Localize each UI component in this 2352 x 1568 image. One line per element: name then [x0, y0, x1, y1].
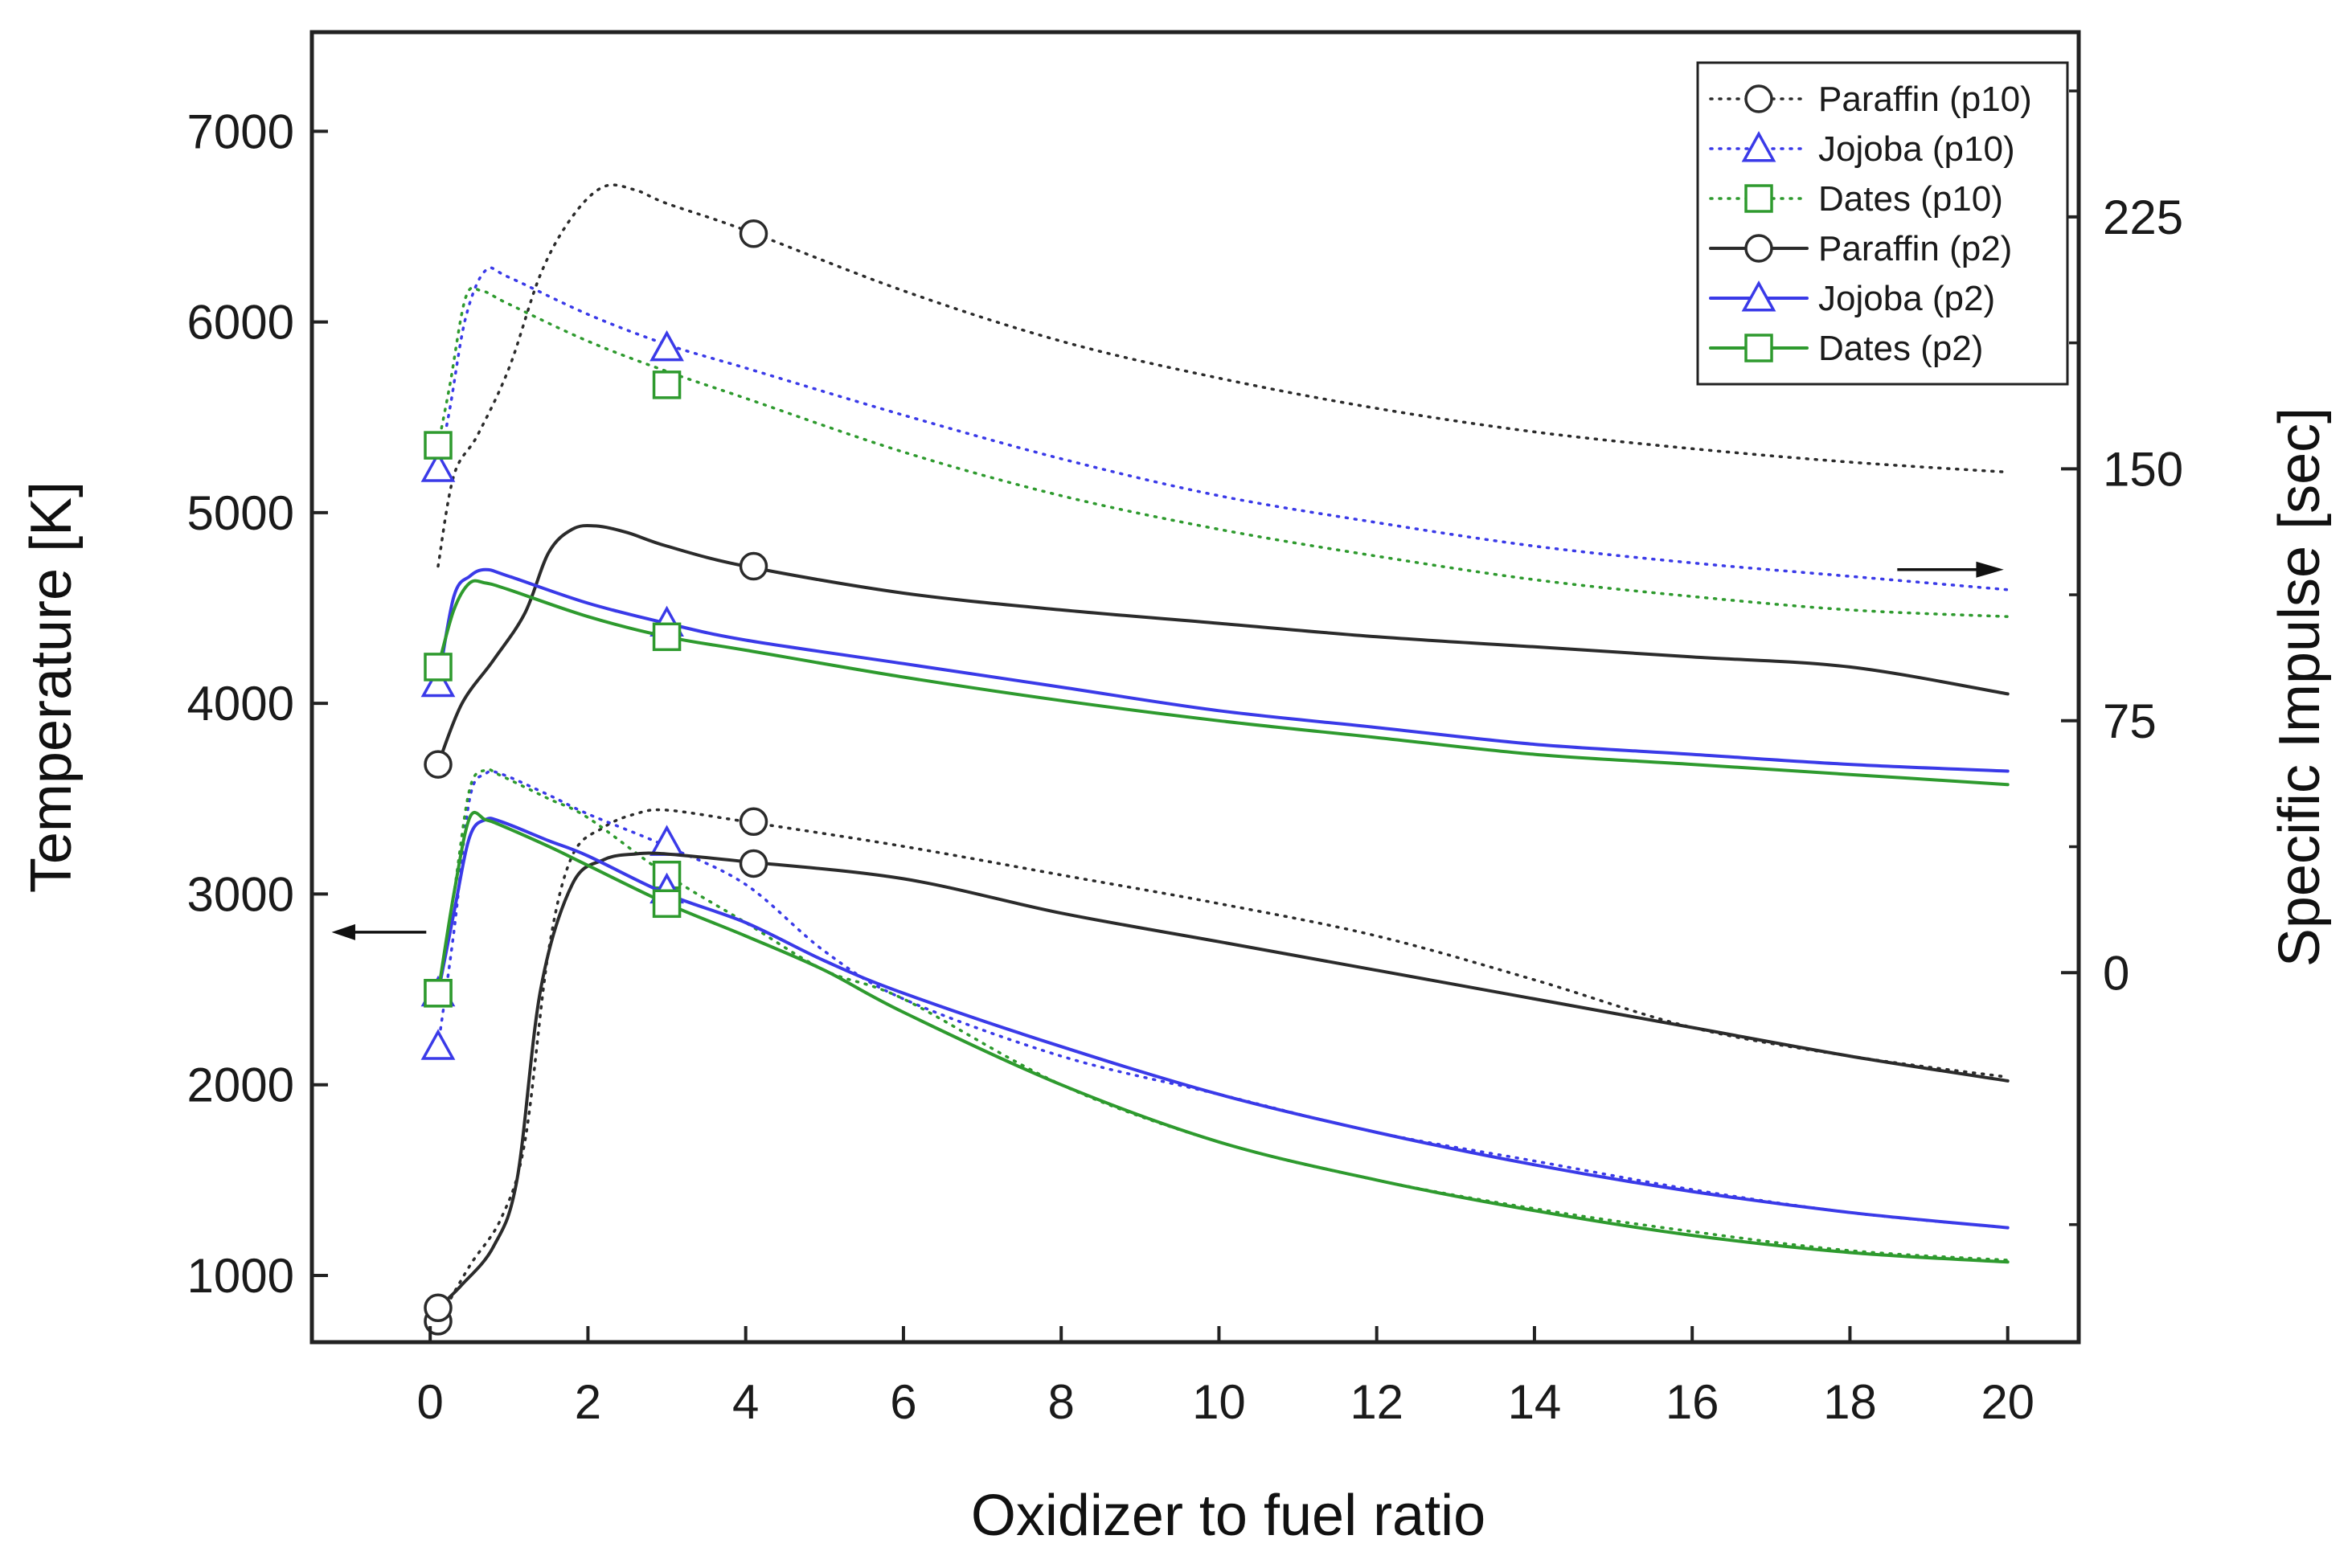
- series-group: [420, 266, 2010, 592]
- series-group: [424, 286, 2010, 618]
- x-axis-title: Oxidizer to fuel ratio: [971, 1484, 1485, 1548]
- series-group: [424, 849, 2010, 1323]
- series-line: [436, 817, 2010, 1230]
- left-y-tick-label: 6000: [187, 296, 294, 350]
- series-marker: [420, 665, 456, 698]
- series-line: [436, 768, 2010, 1262]
- series-marker: [424, 431, 453, 460]
- axis-indicator-arrows: [331, 561, 2004, 940]
- x-tick-label: 8: [1048, 1375, 1075, 1429]
- legend-label: Jojoba (p10): [1818, 129, 2015, 169]
- x-tick-label: 20: [1981, 1375, 2034, 1429]
- left-y-tick-label: 4000: [187, 677, 294, 731]
- right-y-tick-label: 225: [2103, 190, 2183, 244]
- x-tick-label: 10: [1192, 1375, 1246, 1429]
- series-marker: [424, 653, 453, 682]
- legend-marker: [1744, 234, 1773, 263]
- legend-label: Dates (p10): [1818, 179, 2003, 219]
- right-y-tick-label: 75: [2103, 694, 2157, 748]
- x-tick-label: 16: [1666, 1375, 1719, 1429]
- series-line: [436, 769, 2010, 1230]
- series-marker: [739, 551, 768, 581]
- legend-label: Paraffin (p2): [1818, 229, 2012, 268]
- series-layer: [420, 183, 2010, 1336]
- x-tick-label: 6: [890, 1375, 916, 1429]
- legend-label: Jojoba (p2): [1818, 279, 1995, 318]
- series-line: [436, 808, 2010, 1323]
- legend-marker: [1744, 334, 1773, 362]
- series-line: [436, 579, 2010, 787]
- series-marker: [652, 622, 682, 652]
- plot-area-frame: [309, 30, 2081, 1345]
- legend-label: Dates (p2): [1818, 329, 1983, 368]
- legend-marker: [1741, 280, 1776, 312]
- left-y-tick-label: 5000: [187, 486, 294, 540]
- legend-marker: [1744, 184, 1773, 213]
- series-marker: [424, 979, 453, 1008]
- x-tick-label: 14: [1508, 1375, 1562, 1429]
- legend-label: Paraffin (p10): [1818, 80, 2032, 119]
- series-marker: [424, 750, 453, 779]
- left-y-tick-label: 2000: [187, 1058, 294, 1112]
- series-marker: [739, 807, 768, 837]
- series-marker: [652, 889, 682, 919]
- series-group: [424, 523, 2010, 779]
- right-y-tick-label: 0: [2103, 946, 2129, 1000]
- axes-layer: 0 2 4 6 8 10 12 14 16 18 20 1000 2000 3000 4000 5000 600…: [187, 89, 2183, 1429]
- series-marker: [420, 1029, 456, 1060]
- series-group: [424, 811, 2010, 1264]
- left-axis-arrow-head: [331, 923, 355, 940]
- right-y-tick-label: 150: [2103, 442, 2183, 496]
- x-tick-label: 4: [732, 1375, 759, 1429]
- series-marker: [739, 849, 768, 878]
- series-group: [420, 769, 2010, 1230]
- right-y-axis-title: Specific Impulse [sec]: [2268, 407, 2332, 967]
- series-line: [436, 851, 2010, 1310]
- legend: Paraffin (p10) Jojoba (p10) Dates (p10) Par…: [1696, 61, 2069, 386]
- series-marker: [420, 451, 456, 482]
- left-y-tick-label: 3000: [187, 867, 294, 921]
- series-group: [436, 183, 2010, 568]
- x-tick-label: 12: [1350, 1375, 1403, 1429]
- legend-marker: [1744, 84, 1773, 113]
- series-marker: [424, 1293, 453, 1323]
- x-tick-label: 2: [575, 1375, 601, 1429]
- series-line: [436, 811, 2010, 1264]
- left-y-tick-label: 1000: [187, 1249, 294, 1303]
- series-line: [436, 286, 2010, 618]
- series-marker: [652, 371, 682, 399]
- left-y-tick-label: 7000: [187, 104, 294, 158]
- left-y-axis-title: Temperature [K]: [19, 481, 84, 893]
- x-tick-label: 18: [1823, 1375, 1877, 1429]
- series-line: [436, 523, 2010, 767]
- right-axis-arrow-head: [1976, 561, 2004, 578]
- series-line: [436, 567, 2010, 773]
- legend-box: [1696, 61, 2069, 386]
- series-marker: [739, 219, 768, 248]
- series-marker: [649, 330, 684, 362]
- x-tick-label: 0: [417, 1375, 444, 1429]
- series-line: [436, 183, 2010, 568]
- legend-marker: [1741, 130, 1776, 162]
- series-group: [424, 579, 2010, 787]
